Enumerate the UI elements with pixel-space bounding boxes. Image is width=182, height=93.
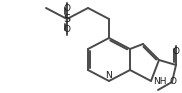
Text: O: O — [169, 77, 177, 86]
Text: S: S — [64, 14, 71, 24]
Text: O: O — [64, 4, 70, 13]
Text: O: O — [64, 25, 70, 34]
Text: N: N — [106, 71, 112, 80]
Text: O: O — [173, 47, 179, 56]
Text: NH: NH — [153, 77, 167, 85]
